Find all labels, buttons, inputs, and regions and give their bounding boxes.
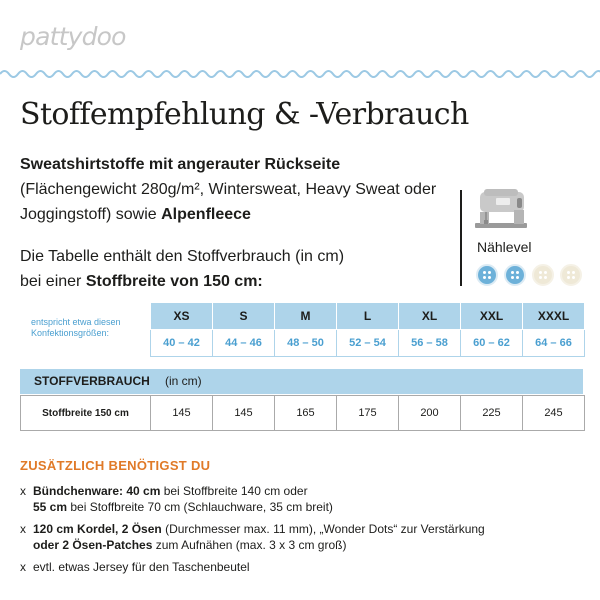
size-cell: L xyxy=(336,302,399,330)
extras-item-bold: 120 cm Kordel, 2 Ösen xyxy=(33,522,162,536)
size-cell: S xyxy=(212,302,275,330)
size-cell: XS xyxy=(150,302,213,330)
bullet-x: x xyxy=(20,484,26,498)
size-cell: XL xyxy=(398,302,461,330)
fabric-details: (Flächengewicht 280g/m², Wintersweat, He… xyxy=(20,181,437,223)
size-range-cell: 52 – 54 xyxy=(336,329,399,357)
button-icon-empty xyxy=(532,264,554,286)
table-description-prefix: bei einer xyxy=(20,273,82,290)
brand-logo: pattydoo xyxy=(20,22,126,51)
size-header-row: XS S M L XL XXL XXXL xyxy=(150,302,585,330)
size-range-cell: 56 – 58 xyxy=(398,329,461,357)
extras-item-text: evtl. etwas Jersey für den Taschenbeutel xyxy=(33,560,250,574)
page-title: Stoffempfehlung & -Verbrauch xyxy=(20,97,469,132)
size-cell: M xyxy=(274,302,337,330)
fabric-alternative: Alpenfleece xyxy=(161,206,251,223)
size-range-row: 40 – 42 44 – 46 48 – 50 52 – 54 56 – 58 60 – … xyxy=(150,329,585,357)
extras-item-text: zum Aufnähen (max. 3 x 3 cm groß) xyxy=(152,538,347,552)
size-range-cell: 44 – 46 xyxy=(212,329,275,357)
size-range-cell: 64 – 66 xyxy=(522,329,585,357)
size-range-cell: 60 – 62 xyxy=(460,329,523,357)
size-range-cell: 48 – 50 xyxy=(274,329,337,357)
level-divider xyxy=(460,190,462,286)
consumption-value-cell: 245 xyxy=(522,395,585,431)
extras-item: x Bündchenware: 40 cm bei Stoffbreite 14… xyxy=(20,483,590,515)
consumption-value-cell: 145 xyxy=(150,395,213,431)
extras-item: x evtl. etwas Jersey für den Taschenbeut… xyxy=(20,559,590,575)
sewing-machine-icon xyxy=(475,189,527,228)
consumption-value-cell: 200 xyxy=(398,395,461,431)
table-description-line1: Die Tabelle enthält den Stoffverbrauch (… xyxy=(20,248,345,265)
size-table-side-label: entspricht etwa diesen Konfektionsgrößen… xyxy=(31,317,121,338)
fabric-recommendation: Sweatshirtstoffe mit angerauter Rückseit… xyxy=(20,152,440,227)
consumption-value-cell: 145 xyxy=(212,395,275,431)
extras-item-bold: 55 cm xyxy=(33,500,68,514)
consumption-unit: (in cm) xyxy=(165,374,202,388)
extras-item: x 120 cm Kordel, 2 Ösen (Durchmesser max… xyxy=(20,521,590,553)
extras-heading: ZUSÄTZLICH BENÖTIGST DU xyxy=(20,458,211,473)
consumption-row-label: Stoffbreite 150 cm xyxy=(20,395,151,431)
extras-item-text: (Durchmesser max. 11 mm), „Wonder Dots“ … xyxy=(161,522,485,536)
sewing-level-rating xyxy=(476,264,582,286)
consumption-value-cell: 175 xyxy=(336,395,399,431)
extras-item-bold: oder 2 Ösen-Patches xyxy=(33,538,153,552)
consumption-value-cell: 165 xyxy=(274,395,337,431)
bullet-x: x xyxy=(20,560,26,574)
fabric-width: Stoffbreite von 150 cm: xyxy=(85,273,263,290)
extras-item-text: bei Stoffbreite 70 cm (Schlauchware, 35 … xyxy=(67,500,333,514)
size-cell: XXL xyxy=(460,302,523,330)
button-icon-filled xyxy=(476,264,498,286)
consumption-row: Stoffbreite 150 cm 145 145 165 175 200 225 245 xyxy=(20,395,585,431)
wave-divider xyxy=(0,70,600,78)
fabric-main: Sweatshirtstoffe mit angerauter Rückseit… xyxy=(20,156,341,173)
table-description: Die Tabelle enthält den Stoffverbrauch (… xyxy=(20,244,450,294)
extras-list: x Bündchenware: 40 cm bei Stoffbreite 14… xyxy=(20,483,590,581)
consumption-title: STOFFVERBRAUCH xyxy=(34,374,150,388)
extras-item-text: bei Stoffbreite 140 cm oder xyxy=(160,484,308,498)
sewing-level-label: Nählevel xyxy=(477,239,532,255)
size-range-cell: 40 – 42 xyxy=(150,329,213,357)
size-cell: XXXL xyxy=(522,302,585,330)
consumption-value-cell: 225 xyxy=(460,395,523,431)
extras-item-bold: Bündchenware: 40 cm xyxy=(33,484,161,498)
size-table: XS S M L XL XXL XXXL 40 – 42 44 – 46 48 – 50 52 –… xyxy=(150,302,585,357)
button-icon-empty xyxy=(560,264,582,286)
consumption-header-bar: STOFFVERBRAUCH (in cm) xyxy=(20,369,583,394)
bullet-x: x xyxy=(20,522,26,536)
button-icon-filled xyxy=(504,264,526,286)
consumption-table: Stoffbreite 150 cm 145 145 165 175 200 225 245 xyxy=(20,395,585,431)
